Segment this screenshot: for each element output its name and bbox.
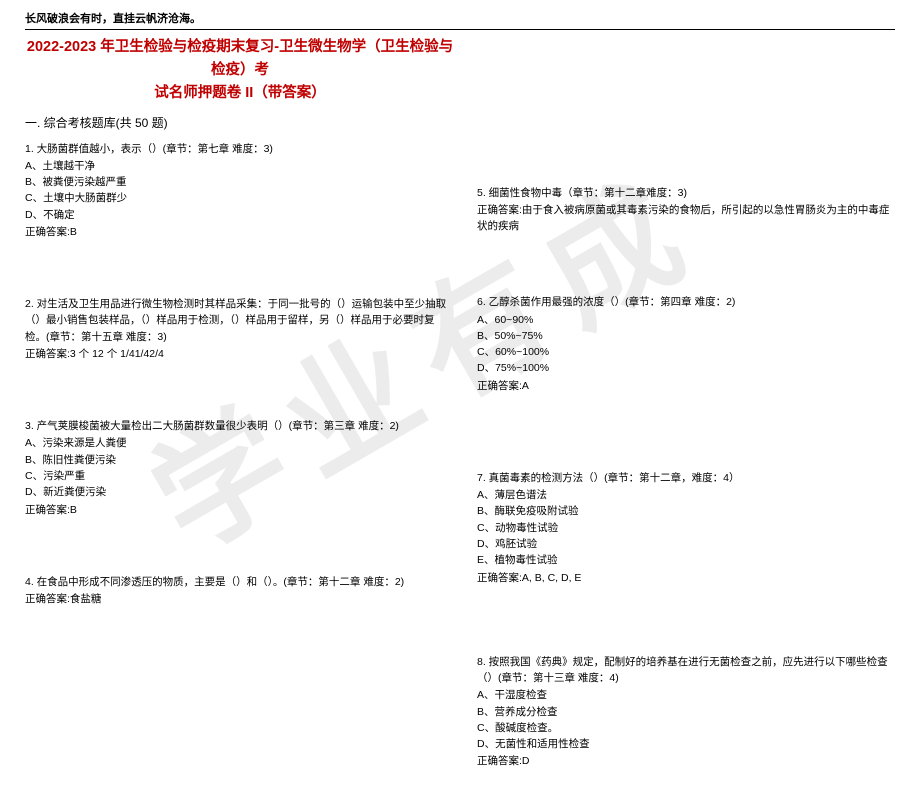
option: B、陈旧性粪便污染 <box>25 452 455 468</box>
option: A、土壤越干净 <box>25 158 455 174</box>
option: A、薄层色谱法 <box>477 487 895 503</box>
answer: 正确答案:A, B, C, D, E <box>477 570 895 586</box>
option: A、干湿度检查 <box>477 687 895 703</box>
option: C、土壤中大肠菌群少 <box>25 190 455 206</box>
answer: 正确答案:B <box>25 224 455 240</box>
option: D、75%~100% <box>477 360 895 376</box>
question-5: 5. 细菌性食物中毒（章节：第十二章难度：3) 正确答案:由于食入被病原菌或其毒… <box>477 185 895 235</box>
option: D、鸡胚试验 <box>477 536 895 552</box>
section-header: 一. 综合考核题库(共 50 题) <box>25 114 895 131</box>
q-text: 2. 对生活及卫生用品进行微生物检测时其样品采集：于同一批号的（）运输包装中至少… <box>25 296 455 345</box>
q-text: 8. 按照我国《药典》规定，配制好的培养基在进行无菌检查之前，应先进行以下哪些检… <box>477 654 895 687</box>
exam-title: 2022-2023 年卫生检验与检疫期末复习-卫生微生物学（卫生检验与检疫）考 … <box>25 36 455 106</box>
option: B、被粪便污染越严重 <box>25 174 455 190</box>
question-3: 3. 产气荚膜梭菌被大量检出二大肠菌群数量很少表明（）(章节：第三章 难度：2)… <box>25 418 455 518</box>
title-line2: 试名师押题卷 II（带答案） <box>25 82 455 105</box>
right-column: 5. 细菌性食物中毒（章节：第十二章难度：3) 正确答案:由于食入被病原菌或其毒… <box>477 141 895 798</box>
option: A、60~90% <box>477 312 895 328</box>
option: C、动物毒性试验 <box>477 520 895 536</box>
answer: 正确答案:食盐糖 <box>25 591 455 607</box>
question-2: 2. 对生活及卫生用品进行微生物检测时其样品采集：于同一批号的（）运输包装中至少… <box>25 296 455 362</box>
option: A、污染来源是人粪便 <box>25 435 455 451</box>
answer: 正确答案:B <box>25 502 455 518</box>
option: C、污染严重 <box>25 468 455 484</box>
option: D、不确定 <box>25 207 455 223</box>
q-text: 4. 在食品中形成不同渗透压的物质，主要是（）和（）。(章节：第十二章 难度：2… <box>25 574 455 590</box>
page-content: 长风破浪会有时，直挂云帆济沧海。 2022-2023 年卫生检验与检疫期末复习-… <box>25 10 895 798</box>
question-7: 7. 真菌毒素的检测方法（）(章节：第十二章，难度：4） A、薄层色谱法 B、酶… <box>477 470 895 586</box>
q-text: 6. 乙醇杀菌作用最强的浓度（）(章节：第四章 难度：2) <box>477 294 895 310</box>
answer: 正确答案:3 个 12 个 1/41/42/4 <box>25 346 455 362</box>
option: D、无菌性和适用性检查 <box>477 736 895 752</box>
columns: 1. 大肠菌群值越小，表示（）(章节：第七章 难度：3) A、土壤越干净 B、被… <box>25 141 895 798</box>
option: B、50%~75% <box>477 328 895 344</box>
option: B、营养成分检查 <box>477 704 895 720</box>
q-text: 7. 真菌毒素的检测方法（）(章节：第十二章，难度：4） <box>477 470 895 486</box>
title-line1: 2022-2023 年卫生检验与检疫期末复习-卫生微生物学（卫生检验与检疫）考 <box>25 36 455 82</box>
question-8: 8. 按照我国《药典》规定，配制好的培养基在进行无菌检查之前，应先进行以下哪些检… <box>477 654 895 770</box>
question-6: 6. 乙醇杀菌作用最强的浓度（）(章节：第四章 难度：2) A、60~90% B… <box>477 294 895 394</box>
question-4: 4. 在食品中形成不同渗透压的物质，主要是（）和（）。(章节：第十二章 难度：2… <box>25 574 455 608</box>
header-motto: 长风破浪会有时，直挂云帆济沧海。 <box>25 10 895 30</box>
q-text: 1. 大肠菌群值越小，表示（）(章节：第七章 难度：3) <box>25 141 455 157</box>
option: D、新近粪便污染 <box>25 484 455 500</box>
q-text: 5. 细菌性食物中毒（章节：第十二章难度：3) <box>477 185 895 201</box>
option: E、植物毒性试验 <box>477 552 895 568</box>
answer: 正确答案:由于食入被病原菌或其毒素污染的食物后，所引起的以急性胃肠炎为主的中毒症… <box>477 202 895 235</box>
left-column: 1. 大肠菌群值越小，表示（）(章节：第七章 难度：3) A、土壤越干净 B、被… <box>25 141 455 798</box>
option: C、酸碱度检查。 <box>477 720 895 736</box>
q-text: 3. 产气荚膜梭菌被大量检出二大肠菌群数量很少表明（）(章节：第三章 难度：2) <box>25 418 455 434</box>
question-1: 1. 大肠菌群值越小，表示（）(章节：第七章 难度：3) A、土壤越干净 B、被… <box>25 141 455 241</box>
answer: 正确答案:D <box>477 753 895 769</box>
option: B、酶联免疫吸附试验 <box>477 503 895 519</box>
option: C、60%~100% <box>477 344 895 360</box>
answer: 正确答案:A <box>477 378 895 394</box>
